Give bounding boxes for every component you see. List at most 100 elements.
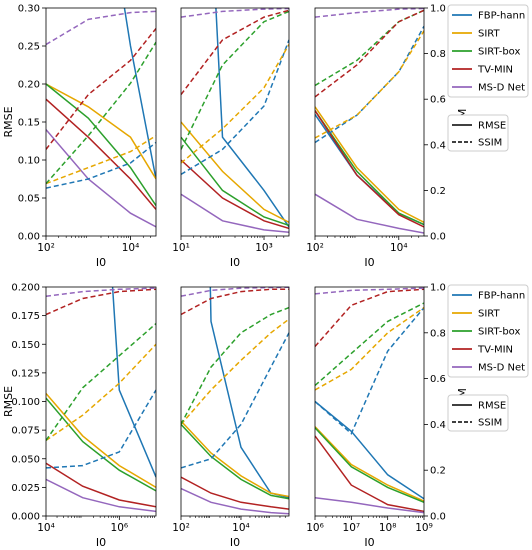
series-sirt-ssim xyxy=(46,135,156,185)
series-sirt-rmse xyxy=(315,106,424,223)
y-tick-label-left: 0.00 xyxy=(18,232,40,243)
legend-label: SIRT-box xyxy=(478,47,520,58)
axes-frame xyxy=(180,286,290,517)
series-tv-min-ssim xyxy=(46,288,156,316)
series-ms-d-net-rmse xyxy=(181,487,289,515)
legend-label: MS-D Net xyxy=(478,363,525,374)
series-sirt-ssim xyxy=(315,30,424,139)
legend-styles: RMSE SSIM xyxy=(447,114,509,152)
x-tick-label: 10⁷ xyxy=(343,522,361,534)
series-sirt-ssim xyxy=(315,306,424,391)
series-fbp-hann-rmse xyxy=(111,287,156,478)
y-tick-label-left: 0.175 xyxy=(11,311,40,322)
series-sirt-box-ssim xyxy=(315,9,424,87)
series-tv-min-ssim xyxy=(181,9,289,96)
legend-box xyxy=(447,284,529,378)
legend-box xyxy=(447,114,509,152)
x-axis-label: I0 xyxy=(230,536,240,549)
x-tick-label: 10⁴ xyxy=(37,522,55,534)
y-tick-label-right: 1.0 xyxy=(430,4,446,15)
y-tick-label-left: 0.150 xyxy=(11,340,40,351)
series-tv-min-ssim xyxy=(315,288,424,347)
panel-top-middle: 10¹ 10³ I0 xyxy=(172,7,290,269)
x-tick-label: 10² xyxy=(172,522,190,534)
panel-bottom-middle: 10² 10⁴ I0 xyxy=(172,286,290,549)
series-tv-min-rmse xyxy=(181,476,289,510)
y-tick-label-left: 0.200 xyxy=(11,283,40,294)
series-fbp-hann-ssim xyxy=(315,25,424,144)
series-sirt-box-ssim xyxy=(46,41,156,185)
x-tick-label: 10² xyxy=(37,242,55,254)
series-lines xyxy=(181,8,289,233)
series-sirt-rmse xyxy=(181,420,289,498)
y-tick-label-left: 0.05 xyxy=(18,194,40,205)
series-lines xyxy=(181,287,289,515)
series-sirt-rmse xyxy=(46,393,156,489)
series-fbp-hann-rmse xyxy=(123,8,156,180)
series-ms-d-net-rmse xyxy=(46,129,156,228)
axes-frame xyxy=(314,7,425,237)
series-ms-d-net-rmse xyxy=(315,496,424,514)
y-tick-label-right: 0.8 xyxy=(430,49,446,60)
panel-top-left: 10² 10⁴ I0 0.00 0.05 0.10 0.15 0.20 0.25 0.30 RMSE xyxy=(2,4,157,269)
legend-styles: RMSE SSIM xyxy=(447,394,509,432)
y-tick-label-left: 0.050 xyxy=(11,454,40,465)
series-tv-min-rmse xyxy=(181,159,289,230)
series-ms-d-net-ssim xyxy=(315,8,424,18)
series-sirt-ssim xyxy=(181,44,289,164)
x-axis-label: I0 xyxy=(364,536,374,549)
legend-series: FBP-hann SIRT SIRT-box TV-MIN MS-D Net xyxy=(447,4,529,98)
y-tick-label-left: 0.15 xyxy=(18,118,40,129)
x-axis-label: I0 xyxy=(96,536,106,549)
series-fbp-hann-rmse xyxy=(315,400,424,500)
legend-label: FBP-hann xyxy=(478,291,525,302)
x-tick-label: 10⁴ xyxy=(390,242,408,254)
series-fbp-hann-ssim xyxy=(46,141,156,189)
y-tick-label-left: 0.075 xyxy=(11,426,40,437)
legend-label: MS-D Net xyxy=(478,83,525,94)
x-axis-label: I0 xyxy=(230,256,240,269)
series-sirt-ssim xyxy=(46,343,156,442)
legend-label: SIRT-box xyxy=(478,327,520,338)
legend-label: SSIM xyxy=(478,138,502,149)
legend-label: TV-MIN xyxy=(477,345,513,356)
x-tick-label: 10³ xyxy=(255,242,273,254)
series-sirt-box-rmse xyxy=(315,427,424,503)
legend-label: TV-MIN xyxy=(477,65,513,76)
legend-label: RMSE xyxy=(478,401,506,412)
series-sirt-box-ssim xyxy=(181,10,289,150)
x-tick-label: 10¹ xyxy=(172,242,190,254)
series-tv-min-rmse xyxy=(46,462,156,508)
series-sirt-rmse xyxy=(46,83,156,180)
y-tick-label-right: 0.2 xyxy=(430,186,446,197)
series-sirt-ssim xyxy=(181,318,289,425)
y-tick-label-right: 0.4 xyxy=(430,140,446,151)
series-sirt-rmse xyxy=(315,426,424,502)
series-fbp-hann-ssim xyxy=(181,332,289,469)
y-tick-label-left: 0.30 xyxy=(18,4,40,15)
x-tick-label: 10² xyxy=(306,242,324,254)
series-sirt-box-rmse xyxy=(46,83,156,207)
series-ms-d-net-rmse xyxy=(315,193,424,234)
x-tick-label: 10⁸ xyxy=(379,522,397,534)
x-axis-label: I0 xyxy=(364,256,374,269)
y-tick-label-right: 0.8 xyxy=(430,328,446,339)
y-tick-label-left: 0.10 xyxy=(18,156,40,167)
series-sirt-box-rmse xyxy=(181,423,289,500)
y-tick-label-left: 0.25 xyxy=(18,42,40,53)
x-tick-label: 10⁴ xyxy=(122,242,140,254)
series-ms-d-net-rmse xyxy=(181,193,289,233)
series-fbp-hann-ssim xyxy=(181,39,289,176)
legend-label: SIRT xyxy=(478,29,501,40)
series-ms-d-net-ssim xyxy=(181,8,289,18)
x-tick-label: 10⁶ xyxy=(111,522,129,534)
series-tv-min-rmse xyxy=(315,110,424,228)
series-sirt-box-rmse xyxy=(315,110,424,226)
series-tv-min-ssim xyxy=(46,28,156,150)
legend-label: RMSE xyxy=(478,121,506,132)
series-ms-d-net-ssim xyxy=(315,287,424,295)
y-tick-label-right: 0.6 xyxy=(430,95,446,106)
y-tick-label-right: 1.0 xyxy=(430,283,446,294)
